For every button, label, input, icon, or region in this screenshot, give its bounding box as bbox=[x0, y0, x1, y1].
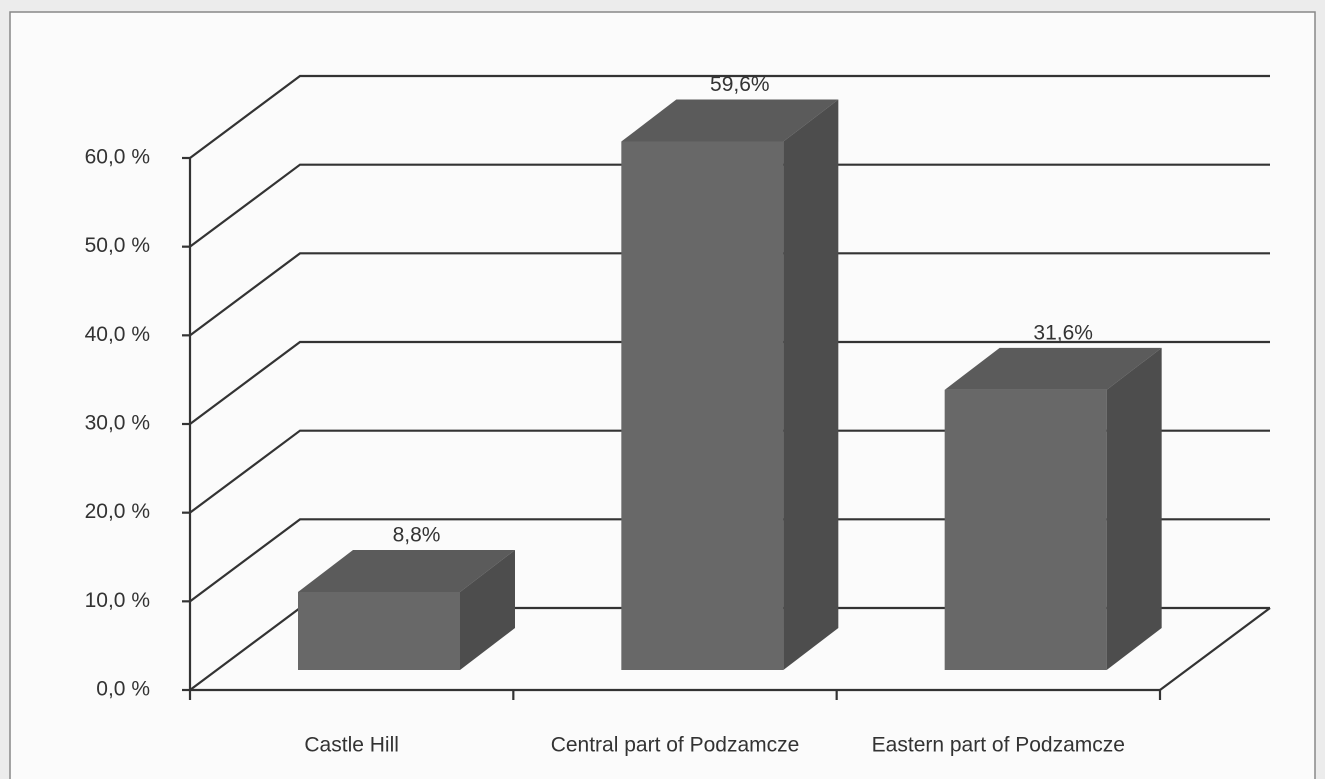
bar-top bbox=[298, 549, 515, 592]
bar-front bbox=[298, 591, 460, 670]
y-tick-label: 50,0 % bbox=[85, 234, 150, 257]
grid-line bbox=[189, 163, 1270, 248]
y-tick-label: 40,0 % bbox=[85, 323, 150, 346]
value-label: 59,6% bbox=[710, 73, 770, 96]
y-tick-label: 60,0 % bbox=[85, 146, 150, 169]
bar-side bbox=[1106, 347, 1162, 670]
bar-side bbox=[783, 99, 839, 670]
y-tick-label: 10,0 % bbox=[85, 589, 150, 612]
x-tick-label: Eastern part of Podzamcze bbox=[872, 734, 1125, 757]
bar-top bbox=[621, 99, 839, 142]
bar-top bbox=[944, 347, 1162, 390]
bar-side bbox=[460, 549, 515, 670]
x-tick-label: Castle Hill bbox=[304, 734, 399, 757]
y-tick-label: 0,0 % bbox=[96, 678, 150, 701]
floor-edge bbox=[1159, 607, 1271, 691]
grid-line bbox=[189, 252, 1270, 337]
grid-line bbox=[189, 340, 1270, 425]
bar-front bbox=[621, 141, 784, 671]
bar bbox=[298, 549, 515, 670]
value-label: 31,6% bbox=[1033, 321, 1093, 344]
bar bbox=[621, 99, 839, 671]
bar-front bbox=[944, 389, 1107, 670]
y-tick-label: 30,0 % bbox=[85, 412, 150, 435]
bar bbox=[944, 347, 1162, 670]
value-label: 8,8% bbox=[393, 524, 441, 547]
grid-line bbox=[189, 74, 1270, 159]
x-tick-label: Central part of Podzamcze bbox=[551, 734, 800, 757]
y-tick-label: 20,0 % bbox=[85, 500, 150, 523]
